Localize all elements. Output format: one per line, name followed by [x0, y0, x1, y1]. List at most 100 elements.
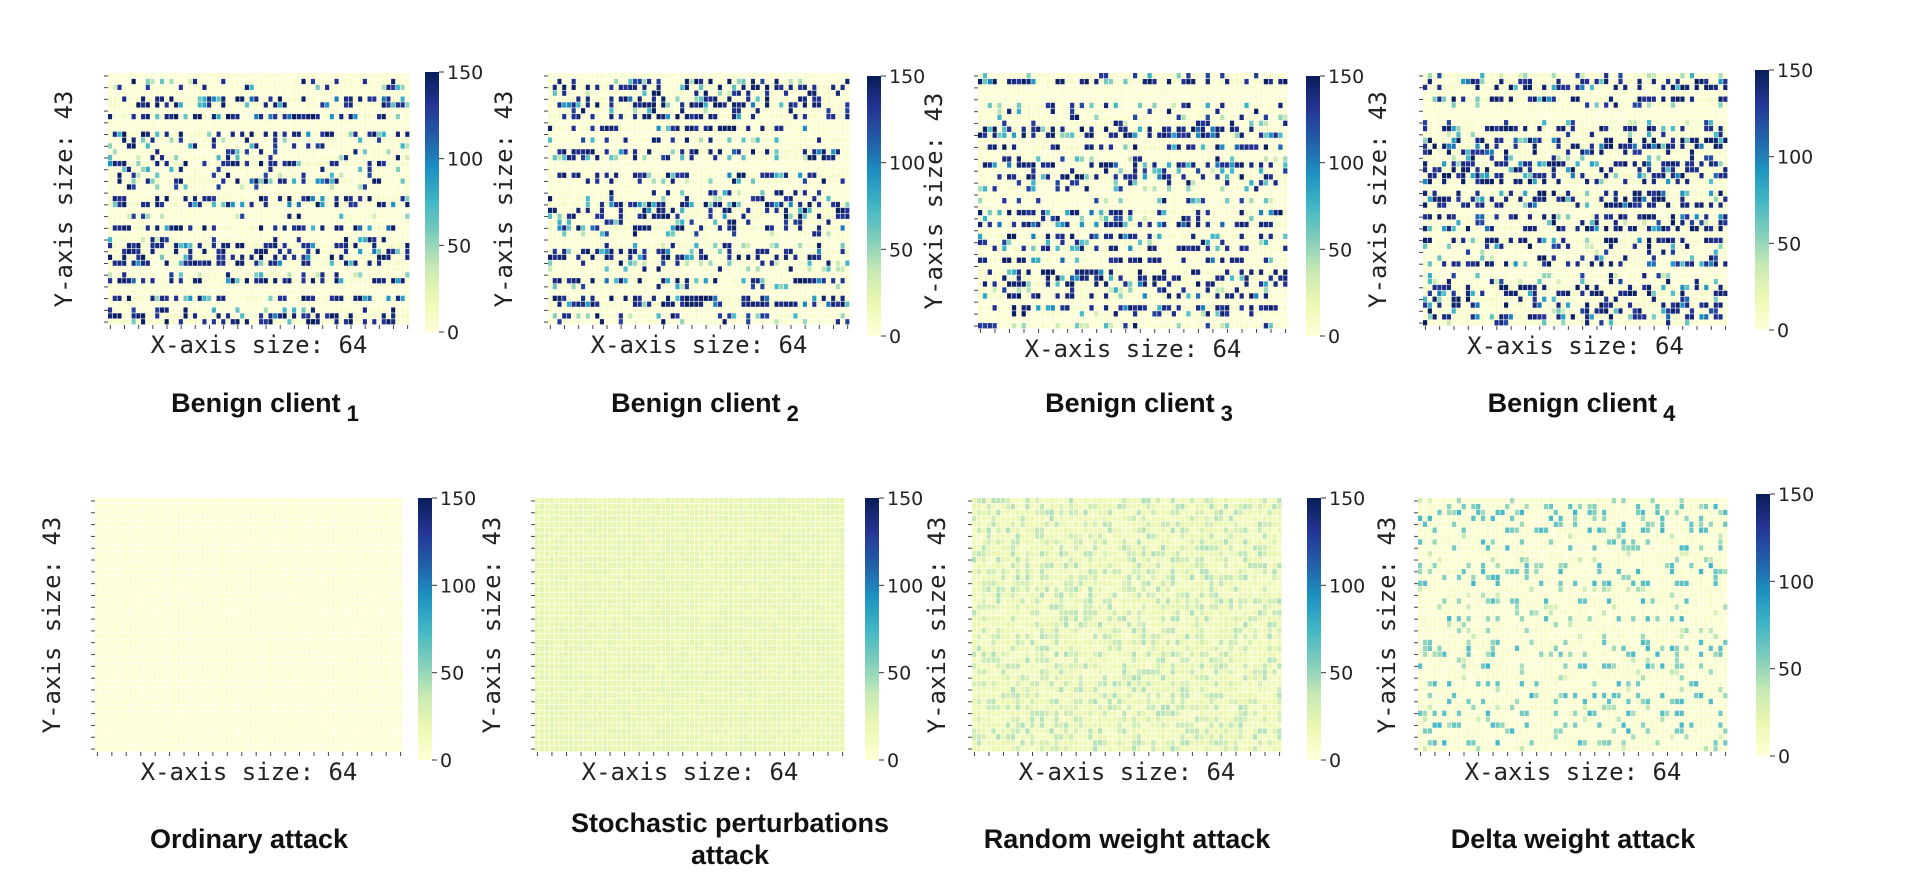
- heatmap-cell: [325, 79, 329, 84]
- heatmap-cell: [647, 184, 651, 189]
- heatmap-cell: [320, 272, 324, 277]
- heatmap-cell: [377, 261, 381, 266]
- heatmap-cell: [349, 161, 353, 166]
- heatmap-cell: [226, 290, 230, 295]
- heatmap-cell: [600, 184, 604, 189]
- heatmap-cell: [368, 126, 372, 131]
- heatmap-cell: [652, 266, 656, 271]
- heatmap-cell: [165, 137, 169, 142]
- heatmap-cell: [567, 120, 571, 125]
- heatmap-cell: [217, 102, 221, 107]
- heatmap-cell: [174, 155, 178, 160]
- heatmap-cell: [657, 114, 661, 119]
- heatmap-cell: [661, 102, 665, 107]
- heatmap-cell: [401, 91, 405, 96]
- heatmap-cell: [273, 255, 277, 260]
- heatmap-cell: [845, 225, 849, 230]
- heatmap-cell: [259, 249, 263, 254]
- heatmap-cell: [353, 296, 357, 301]
- heatmap-cell: [335, 261, 339, 266]
- heatmap-cell: [174, 296, 178, 301]
- heatmap-cell: [836, 225, 840, 230]
- heatmap-cell: [401, 120, 405, 125]
- heatmap-cell: [202, 132, 206, 137]
- heatmap-cell: [316, 196, 320, 201]
- heatmap-cell: [841, 114, 845, 119]
- heatmap-cell: [377, 155, 381, 160]
- heatmap-cell: [391, 96, 395, 101]
- heatmap-cell: [713, 91, 717, 96]
- heatmap-cell: [741, 149, 745, 154]
- heatmap-cell: [680, 173, 684, 178]
- heatmap-cell: [273, 85, 277, 90]
- heatmap-cell: [335, 114, 339, 119]
- heatmap-cell: [671, 73, 675, 78]
- heatmap-cell: [619, 149, 623, 154]
- heatmap-cell: [141, 220, 145, 225]
- heatmap-cell: [704, 137, 708, 142]
- heatmap-cell: [808, 108, 812, 113]
- heatmap-cell: [680, 155, 684, 160]
- heatmap-cell: [179, 161, 183, 166]
- heatmap-cell: [581, 137, 585, 142]
- heatmap-cell: [822, 149, 826, 154]
- heatmap-cell: [250, 237, 254, 242]
- heatmap-cell: [548, 149, 552, 154]
- heatmap-cell: [576, 143, 580, 148]
- heatmap-cell: [160, 79, 164, 84]
- heatmap-cell: [325, 196, 329, 201]
- heatmap-cell: [301, 132, 305, 137]
- heatmap-cell: [268, 114, 272, 119]
- heatmap-cell: [779, 102, 783, 107]
- heatmap-cell: [377, 149, 381, 154]
- heatmap-cell: [250, 143, 254, 148]
- heatmap-cell: [150, 155, 154, 160]
- heatmap-cell: [657, 96, 661, 101]
- heatmap-cell: [132, 178, 136, 183]
- heatmap-cell: [775, 161, 779, 166]
- heatmap-cell: [169, 266, 173, 271]
- heatmap-cell: [217, 231, 221, 236]
- heatmap-cell: [567, 208, 571, 213]
- heatmap-cell: [141, 319, 145, 324]
- heatmap-cell: [226, 85, 230, 90]
- heatmap-cell: [198, 296, 202, 301]
- heatmap-cell: [567, 220, 571, 225]
- heatmap-cell: [779, 167, 783, 172]
- heatmap-cell: [245, 255, 249, 260]
- heatmap-cell: [690, 208, 694, 213]
- heatmap-cell: [226, 190, 230, 195]
- heatmap-cell: [217, 120, 221, 125]
- heatmap-cell: [793, 108, 797, 113]
- heatmap-cell: [841, 85, 845, 90]
- heatmap-cell: [122, 272, 126, 277]
- heatmap-cell: [254, 102, 258, 107]
- heatmap-cell: [301, 278, 305, 283]
- heatmap-cell: [339, 196, 343, 201]
- heatmap-cell: [198, 73, 202, 78]
- heatmap-cell: [268, 261, 272, 266]
- heatmap-cell: [572, 208, 576, 213]
- heatmap-cell: [146, 108, 150, 113]
- heatmap-cell: [287, 184, 291, 189]
- heatmap-cell: [590, 208, 594, 213]
- heatmap-cell: [339, 190, 343, 195]
- heatmap-cell: [202, 161, 206, 166]
- heatmap-cell: [330, 155, 334, 160]
- heatmap-cell: [657, 143, 661, 148]
- heatmap-cell: [245, 296, 249, 301]
- heatmap-cell: [198, 167, 202, 172]
- heatmap-cell: [165, 261, 169, 266]
- heatmap-cell: [122, 319, 126, 324]
- heatmap-cell: [254, 91, 258, 96]
- heatmap-cell: [382, 149, 386, 154]
- heatmap-cell: [231, 173, 235, 178]
- heatmap-cell: [287, 85, 291, 90]
- heatmap-cell: [765, 96, 769, 101]
- heatmap-cell: [789, 120, 793, 125]
- heatmap-cell: [756, 220, 760, 225]
- heatmap-cell: [278, 266, 282, 271]
- heatmap-cell: [694, 202, 698, 207]
- heatmap-cell: [562, 266, 566, 271]
- heatmap-cell: [127, 220, 131, 225]
